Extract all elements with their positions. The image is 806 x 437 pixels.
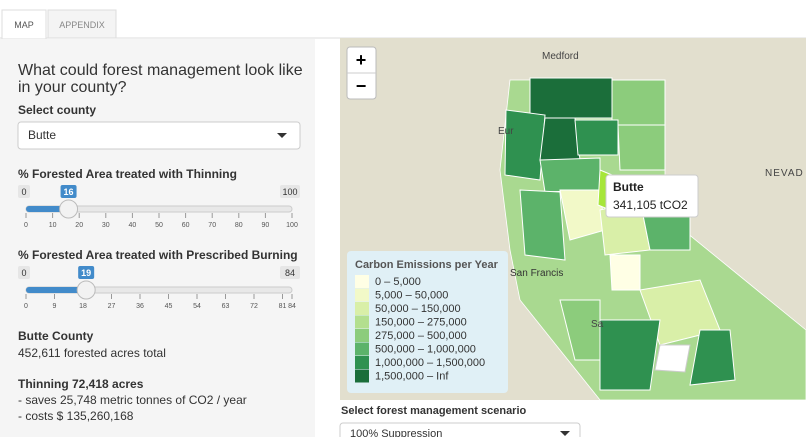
slider-tick-label: 81 (279, 303, 287, 310)
tooltip (605, 174, 699, 218)
tooltip-value: 341,105 tCO2 (613, 198, 688, 212)
legend-swatch (355, 275, 369, 288)
slider-thumb[interactable] (76, 280, 96, 300)
county-select[interactable] (17, 121, 301, 150)
slider-tick-label: 20 (75, 222, 83, 229)
sidebar (0, 39, 315, 437)
place-label: Sa (591, 319, 604, 330)
legend-swatch (355, 369, 369, 383)
slider-tick-label: 0 (24, 222, 28, 229)
slider-tick-label: 50 (155, 222, 163, 229)
caret (277, 133, 287, 138)
zoom-out[interactable]: − (356, 76, 367, 96)
county-label: Select county (18, 103, 97, 117)
place-label: Medford (542, 51, 579, 62)
slider-tick-label: 36 (136, 303, 144, 310)
caret (560, 431, 570, 436)
thinning-line: - costs $ 135,260,168 (18, 409, 134, 423)
slider-tick-label: 90 (262, 222, 270, 229)
slider-fill (26, 206, 69, 212)
tab-map[interactable] (1, 9, 47, 40)
place-label: Eur (498, 126, 514, 137)
legend-label: 150,000 – 275,000 (375, 317, 467, 329)
slider-tick-label: 27 (108, 303, 116, 310)
slider-label: % Forested Area treated with Thinning (18, 167, 237, 181)
legend-label: 5,000 – 50,000 (375, 290, 448, 302)
slider-tick-label: 60 (182, 222, 190, 229)
slider-label: % Forested Area treated with Prescribed … (18, 248, 298, 262)
legend-swatch (355, 315, 369, 329)
slider-tick-label: 40 (129, 222, 137, 229)
legend (347, 251, 508, 393)
value-bubble (60, 185, 77, 198)
summary-title: Butte County (18, 329, 94, 343)
scenario-label: Select forest management scenario (341, 405, 527, 417)
tab-appendix[interactable] (47, 9, 117, 39)
slider-tick-label: 30 (102, 222, 110, 229)
slider-tick-label: 54 (193, 303, 201, 310)
slider-min: 0 (21, 187, 26, 197)
slider-thumb[interactable] (59, 199, 79, 219)
slider-tick-label: 84 (288, 303, 296, 310)
thinning-title: Thinning 72,418 acres (18, 377, 144, 391)
minmax-bg (280, 266, 300, 279)
slider-tick-label: 80 (235, 222, 243, 229)
california (499, 77, 806, 401)
slider-tick-label: 18 (79, 303, 87, 310)
legend-title: Carbon Emissions per Year (355, 259, 499, 271)
legend-label: 275,000 – 500,000 (375, 330, 467, 342)
slider-min: 0 (21, 268, 26, 278)
tab-label[interactable]: MAP (14, 20, 34, 30)
legend-label: 1,500,000 – Inf (375, 371, 449, 383)
tab-bar (0, 0, 806, 38)
scenario-select[interactable] (339, 422, 581, 437)
minmax-bg (18, 185, 30, 198)
legend-label: 1,000,000 – 1,500,000 (375, 357, 485, 369)
zoom-in[interactable]: + (356, 50, 367, 70)
slider-tick-label: 63 (222, 303, 230, 310)
tab-label[interactable]: APPENDIX (59, 20, 105, 30)
legend-swatch (355, 302, 369, 315)
slider-tick-label: 0 (24, 303, 28, 310)
slider-value: 16 (64, 187, 74, 197)
legend-swatch (355, 329, 369, 342)
legend-label: 50,000 – 150,000 (375, 303, 461, 315)
slider-value: 19 (81, 268, 91, 278)
legend-swatch (355, 356, 369, 369)
slider-tick-label: 100 (286, 222, 298, 229)
place-label: NEVAD (765, 168, 804, 179)
value-bubble (78, 266, 95, 279)
slider-tick-label: 70 (208, 222, 216, 229)
legend-label: 0 – 5,000 (375, 276, 421, 288)
legend-swatch (355, 342, 369, 356)
tooltip-name: Butte (613, 180, 644, 194)
place-label: San Francis (510, 268, 563, 279)
scenario-value[interactable]: 100% Suppression (350, 428, 442, 437)
summary-text: 452,611 forested acres total (18, 346, 166, 360)
slider-tick-label: 45 (165, 303, 173, 310)
legend-swatch (355, 288, 369, 302)
minmax-bg (18, 266, 30, 279)
slider-fill (26, 287, 87, 293)
county-value[interactable]: Butte (28, 128, 57, 142)
slider-max: 100 (282, 187, 297, 197)
slider-tick-label: 72 (250, 303, 258, 310)
heading: What could forest management look like i… (18, 62, 303, 96)
slider-tick-label: 10 (49, 222, 57, 229)
legend-label: 500,000 – 1,000,000 (375, 344, 476, 356)
minmax-bg (280, 185, 300, 198)
thinning-line: - saves 25,748 metric tonnes of CO2 / ye… (18, 393, 247, 407)
slider-max: 84 (285, 268, 295, 278)
slider-tick-label: 9 (53, 303, 57, 310)
